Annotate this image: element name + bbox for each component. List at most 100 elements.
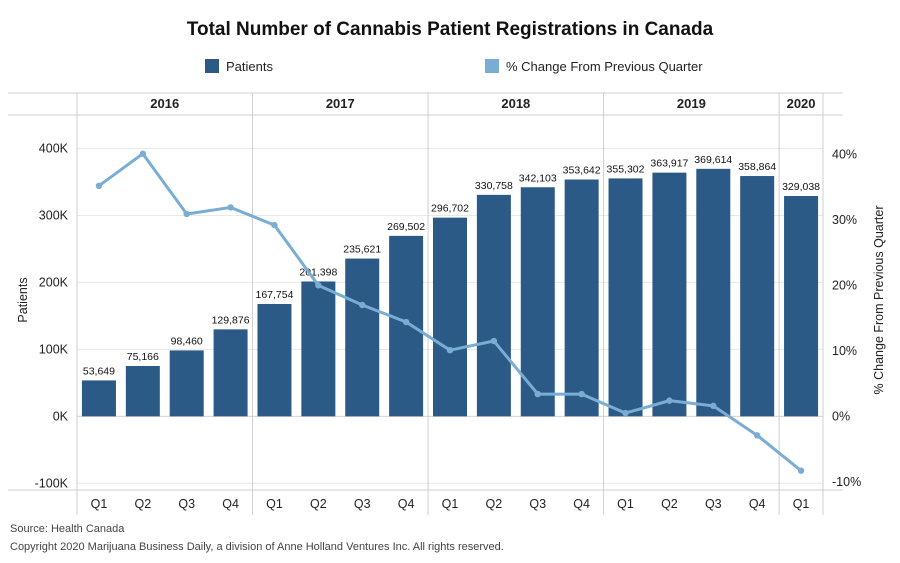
pct-change-point-1 bbox=[139, 150, 147, 157]
bar-label-3: 129,876 bbox=[212, 314, 250, 326]
y2-tick-label-5: 40% bbox=[832, 147, 857, 161]
pct-change-point-8 bbox=[446, 346, 454, 354]
bar-4 bbox=[257, 304, 292, 417]
bar-label-14: 369,614 bbox=[694, 154, 732, 166]
pct-change-point-13 bbox=[666, 397, 673, 404]
bar-9 bbox=[476, 194, 511, 417]
quarter-label-5: Q2 bbox=[310, 497, 327, 511]
y-tick-label-2: 100K bbox=[39, 342, 69, 356]
legend-swatch-pct-change bbox=[485, 59, 499, 73]
bar-1 bbox=[125, 366, 160, 417]
source-note: Source: Health Canada bbox=[10, 523, 125, 535]
quarter-label-6: Q3 bbox=[354, 497, 371, 511]
quarter-label-12: Q1 bbox=[617, 497, 634, 511]
bar-2 bbox=[169, 350, 204, 417]
legend-label-pct-change: % Change From Previous Quarter bbox=[506, 59, 703, 74]
legend-label-patients: Patients bbox=[226, 59, 273, 74]
quarter-label-4: Q1 bbox=[266, 497, 283, 511]
y2-tick-label-0: -10% bbox=[832, 475, 861, 489]
bar-label-0: 53,649 bbox=[83, 365, 115, 377]
quarter-label-7: Q4 bbox=[398, 497, 415, 511]
copyright-note: Copyright 2020 Marijuana Business Daily,… bbox=[10, 541, 504, 553]
x-axis-quarter-labels: Q1 Q2 Q3 Q4 Q1 Q2 Q3 Q4 Q1 Q2 Q3 Q4 Q1 Q2 Q3 Q4 Q1 bbox=[91, 497, 810, 511]
pct-change-point-5 bbox=[315, 282, 322, 289]
pct-change-point-12 bbox=[622, 409, 629, 417]
bar-label-15: 358,864 bbox=[738, 161, 776, 173]
legend-swatch-patients bbox=[205, 59, 219, 73]
y-axis-left-ticks: -100K 0K 100K 200K 300K 400K bbox=[35, 141, 69, 490]
bar-14 bbox=[696, 168, 731, 417]
pct-change-point-10 bbox=[534, 390, 541, 398]
bar-label-8: 296,702 bbox=[431, 203, 469, 215]
pct-change-point-15 bbox=[753, 432, 761, 439]
pct-change-point-9 bbox=[490, 337, 498, 345]
bar-label-4: 167,754 bbox=[255, 289, 293, 301]
bar-label-12: 355,302 bbox=[607, 163, 645, 175]
y2-tick-label-2: 10% bbox=[832, 344, 857, 358]
bar-label-1: 75,166 bbox=[127, 351, 159, 363]
pct-change-point-7 bbox=[402, 318, 410, 326]
y2-tick-label-4: 30% bbox=[832, 213, 857, 227]
bar-label-11: 353,642 bbox=[563, 165, 601, 177]
y-tick-label-3: 200K bbox=[39, 275, 69, 289]
bar-0 bbox=[81, 380, 116, 417]
bar-label-2: 98,460 bbox=[171, 335, 203, 347]
pct-change-point-14 bbox=[710, 402, 717, 410]
bars bbox=[81, 168, 819, 417]
quarter-label-16: Q1 bbox=[793, 497, 810, 511]
legend: Patients % Change From Previous Quarter bbox=[205, 59, 703, 74]
pct-change-line bbox=[95, 150, 805, 474]
y-tick-label-0: -100K bbox=[35, 476, 69, 490]
quarter-label-14: Q3 bbox=[705, 497, 722, 511]
year-label-2020: 2020 bbox=[787, 96, 816, 111]
bar-7 bbox=[389, 235, 424, 417]
chart-title: Total Number of Cannabis Patient Registr… bbox=[187, 19, 714, 40]
bar-12 bbox=[608, 178, 643, 417]
quarter-label-8: Q1 bbox=[442, 497, 459, 511]
quarter-label-11: Q4 bbox=[573, 497, 590, 511]
y-axis-right-title: % Change From Previous Quarter bbox=[872, 206, 886, 395]
year-label-2016: 2016 bbox=[150, 96, 179, 111]
quarter-label-10: Q3 bbox=[529, 497, 546, 511]
bar-label-6: 235,621 bbox=[343, 244, 381, 256]
quarter-label-0: Q1 bbox=[91, 497, 108, 511]
bar-13 bbox=[652, 172, 687, 417]
plot-frame bbox=[8, 92, 843, 515]
y-tick-label-5: 400K bbox=[39, 141, 69, 155]
bar-6 bbox=[345, 258, 380, 417]
bar-15 bbox=[740, 176, 775, 417]
quarter-label-1: Q2 bbox=[134, 497, 151, 511]
quarter-label-13: Q2 bbox=[661, 497, 678, 511]
year-label-2018: 2018 bbox=[501, 96, 530, 111]
bar-8 bbox=[433, 217, 467, 417]
pct-change-point-11 bbox=[578, 390, 585, 398]
year-headers: 2016 2017 2018 2019 2020 bbox=[150, 93, 816, 515]
bar-label-7: 269,502 bbox=[387, 221, 425, 233]
pct-change-point-4 bbox=[271, 221, 278, 229]
quarter-label-9: Q2 bbox=[486, 497, 503, 511]
y2-tick-label-3: 20% bbox=[832, 278, 857, 292]
bar-label-10: 342,103 bbox=[519, 172, 557, 184]
quarter-label-2: Q3 bbox=[178, 497, 195, 511]
y-axis-right-ticks: -10% 0% 10% 20% 30% 40% bbox=[832, 147, 861, 488]
bar-16 bbox=[784, 196, 819, 417]
bar-label-9: 330,758 bbox=[475, 180, 513, 192]
quarter-label-3: Q4 bbox=[222, 497, 239, 511]
pct-change-point-6 bbox=[359, 301, 366, 309]
y2-tick-label-1: 0% bbox=[832, 409, 850, 423]
bar-11 bbox=[564, 179, 599, 417]
pct-change-point-2 bbox=[183, 210, 190, 218]
bar-label-13: 363,917 bbox=[650, 158, 688, 170]
year-label-2019: 2019 bbox=[677, 96, 706, 111]
pct-change-point-3 bbox=[227, 204, 234, 211]
bar-data-labels: 53,649 75,166 98,460 129,876 167,754 201,398 2… bbox=[83, 154, 820, 378]
bar-3 bbox=[213, 329, 248, 417]
year-label-2017: 2017 bbox=[326, 96, 355, 111]
bar-label-5: 201,398 bbox=[299, 266, 337, 278]
y-tick-label-1: 0K bbox=[53, 409, 69, 423]
y-tick-label-4: 300K bbox=[39, 208, 69, 222]
bar-5 bbox=[301, 281, 336, 417]
bar-label-16: 329,038 bbox=[782, 181, 820, 193]
quarter-label-15: Q4 bbox=[749, 497, 766, 511]
pct-change-point-0 bbox=[95, 182, 103, 190]
